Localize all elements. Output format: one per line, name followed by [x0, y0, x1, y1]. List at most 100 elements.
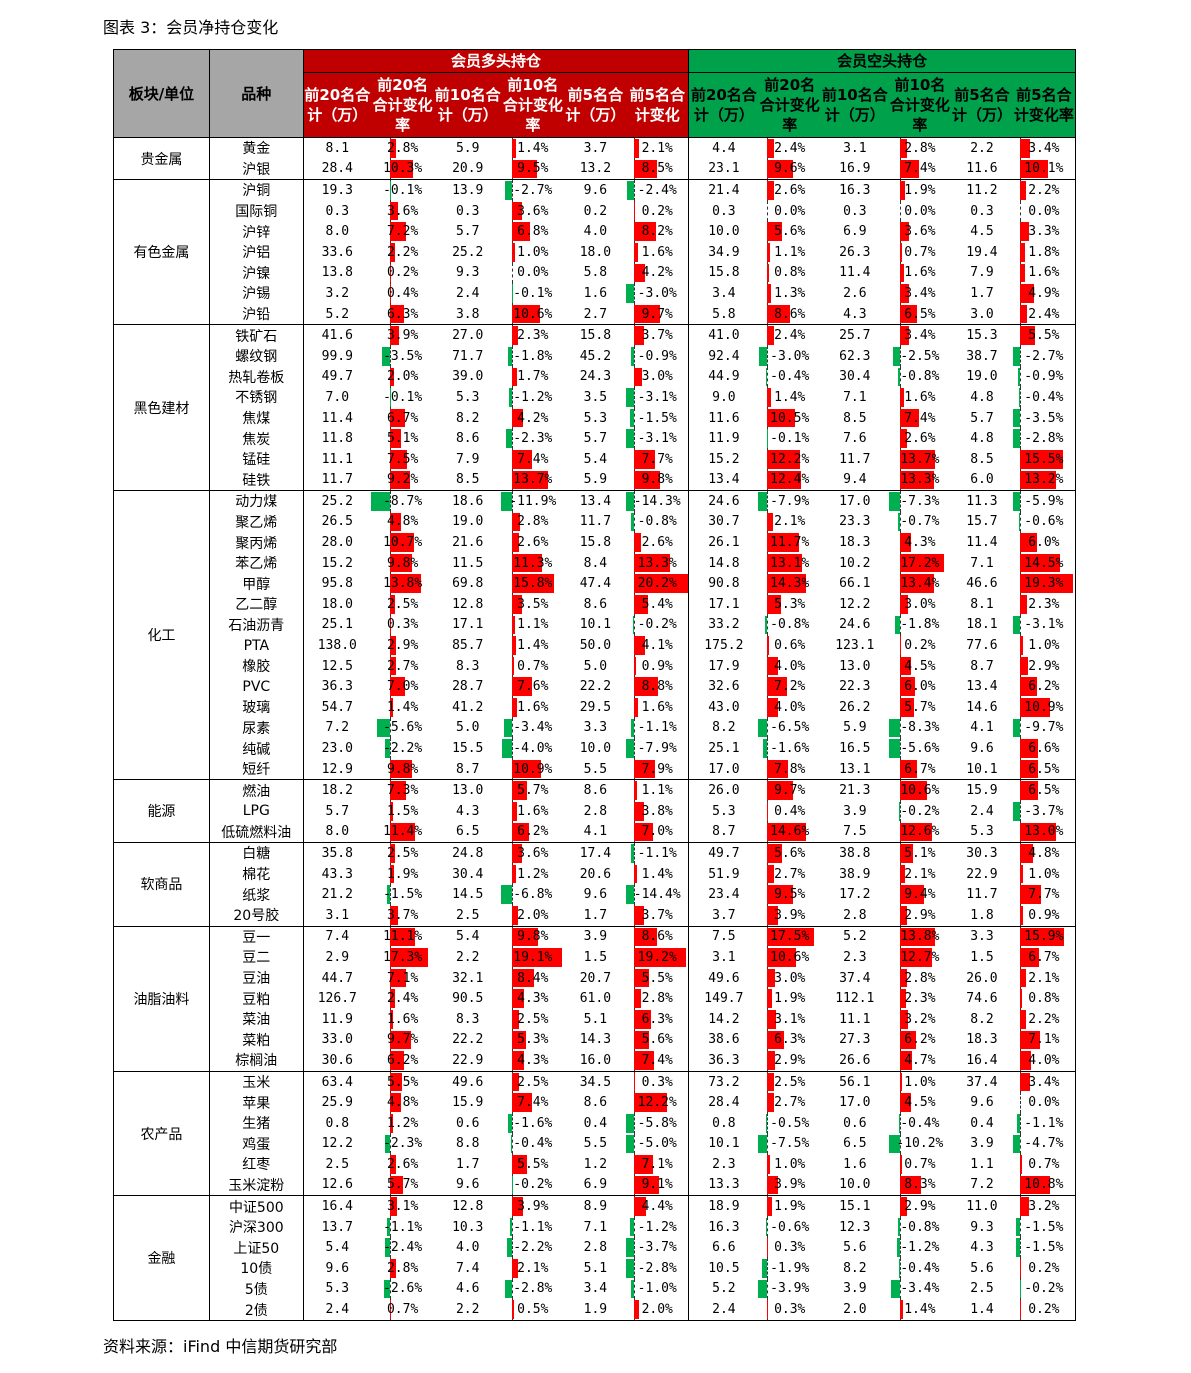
position-value: 46.6: [966, 576, 998, 592]
change-rate-value: 0.2%: [904, 638, 936, 654]
figure-caption: 图表 3：会员净持仓变化: [103, 18, 279, 37]
change-bar: [384, 1134, 390, 1154]
change-bar: [633, 553, 670, 573]
change-rate-cell: 4.0%: [758, 655, 821, 677]
header-short-col-1: 前20名合计变化率: [758, 72, 821, 138]
change-rate-cell: 1.0%: [758, 1154, 821, 1175]
bar-axis: [512, 180, 514, 201]
change-bar: [512, 844, 522, 863]
change-rate-cell: 2.8%: [889, 138, 952, 159]
change-rate-value: -5.6%: [900, 741, 940, 757]
bar-axis: [1020, 1112, 1022, 1134]
position-value: 7.1: [843, 389, 867, 405]
position-value: 8.3: [455, 658, 480, 674]
change-rate-value: 2.4%: [774, 140, 806, 156]
change-rate-value: 2.9%: [904, 1199, 936, 1215]
change-bar: [626, 1113, 634, 1133]
table-row: 尿素 7.2 -5.6% 5.0 -3.4% 3.3 -1.1% 8.2 -6.5% 5.9 -8.…: [114, 717, 1076, 739]
change-bar: [766, 367, 768, 387]
change-bar: [512, 533, 520, 552]
change-bar: [1020, 470, 1057, 490]
change-bar: [1020, 222, 1030, 241]
change-bar: [389, 948, 429, 967]
bar-axis: [512, 262, 514, 284]
change-bar: [1012, 718, 1021, 738]
change-rate-cell: 7.3%: [371, 780, 435, 801]
change-rate-cell: -0.9%: [626, 345, 690, 367]
commodity-name: 棕榈油: [209, 1050, 304, 1072]
change-bar: [762, 1259, 768, 1278]
change-bar: [899, 533, 911, 552]
change-rate-cell: -1.0%: [626, 1278, 690, 1300]
change-rate-cell: 11.1%: [371, 926, 435, 948]
position-value: 36.3: [688, 1050, 759, 1072]
change-bar: [899, 159, 919, 179]
change-bar: [899, 1072, 903, 1092]
table-row: 沪铅 5.2 6.3% 3.8 10.6% 2.7 9.7% 5.8 8.6% 4.3 6.5% 3.…: [114, 303, 1076, 326]
position-value: 16.3: [839, 182, 871, 198]
change-bar: [767, 284, 771, 303]
change-bar: [767, 1155, 770, 1174]
change-rate-value: 13.4%: [900, 576, 940, 592]
position-value: 17.0: [839, 493, 871, 509]
change-bar: [899, 1155, 902, 1174]
position-value: 5.0: [583, 658, 608, 674]
commodity-name: 苹果: [209, 1092, 304, 1113]
change-rate-cell: 1.0%: [1012, 635, 1076, 656]
position-value: 11.2: [966, 182, 998, 198]
sub-header-row: 前20名合计（万） 前20名合计变化率 前10名合计（万） 前10名合计变化率 前5名合…: [114, 72, 1076, 138]
position-value: 85.7: [452, 638, 484, 654]
change-rate-cell: 8.6%: [626, 926, 690, 948]
change-bar: [899, 927, 936, 947]
position-value: 21.2: [321, 887, 353, 903]
position-value: 112.1: [835, 991, 875, 1007]
change-rate-value: -1.1%: [637, 845, 677, 861]
change-bar: [1012, 615, 1021, 635]
change-bar: [1020, 1051, 1032, 1070]
change-rate-value: 7.2%: [774, 679, 806, 695]
bar-axis: [899, 1237, 901, 1259]
header-long-group: 会员多头持仓: [302, 49, 690, 73]
change-rate-value: -10.2%: [896, 1136, 944, 1152]
change-bar: [512, 1197, 523, 1216]
change-rate-cell: 10.8%: [1012, 1174, 1076, 1197]
change-rate-cell: 2.8%: [371, 1258, 435, 1279]
change-rate-value: 3.8%: [641, 803, 673, 819]
change-rate-value: 0.7%: [904, 244, 936, 260]
source-note: 资料来源：iFind 中信期货研究部: [103, 1337, 338, 1356]
change-rate-value: 2.8%: [641, 991, 673, 1007]
bar-axis: [633, 717, 635, 739]
position-value: 7.5: [712, 929, 736, 945]
change-rate-value: 4.0%: [774, 699, 806, 715]
change-rate-value: 4.9%: [1028, 285, 1060, 301]
change-rate-value: -0.8%: [900, 369, 940, 385]
commodity-name: 铁矿石: [209, 324, 304, 346]
change-rate-value: 13.2%: [1024, 472, 1064, 488]
change-rate-cell: -0.8%: [889, 1216, 952, 1238]
position-value: 23.4: [708, 887, 740, 903]
change-rate-value: 3.6%: [517, 845, 549, 861]
change-rate-value: 1.6%: [641, 699, 673, 715]
change-bar: [767, 1197, 773, 1216]
change-bar: [633, 595, 649, 614]
change-rate-cell: 3.7%: [370, 904, 435, 927]
table-row: 沪深300 13.7 -1.1% 10.3 -1.1% 7.1 -1.2% 16.3 -0.6%…: [114, 1216, 1076, 1238]
position-value: 22.2: [579, 679, 612, 695]
position-value: 38.8: [839, 845, 871, 861]
change-bar: [633, 367, 642, 387]
bar-axis: [633, 407, 635, 429]
change-rate-cell: 9.5%: [501, 158, 565, 181]
change-rate-value: 1.5%: [386, 803, 419, 819]
change-rate-cell: 2.2%: [1012, 1008, 1076, 1030]
change-rate-cell: -0.8%: [626, 511, 690, 533]
bar-axis: [512, 1216, 514, 1238]
change-rate-cell: 9.4%: [889, 884, 952, 905]
commodity-name: 硅铁: [209, 469, 304, 492]
change-rate-value: 7.4%: [904, 410, 936, 426]
change-bar: [1018, 512, 1021, 532]
change-rate-value: 10.6%: [770, 949, 810, 965]
change-rate-cell: 7.1%: [371, 967, 435, 989]
change-bar: [759, 346, 768, 366]
change-rate-value: 3.9%: [517, 1199, 549, 1215]
change-rate-value: -3.1%: [637, 431, 677, 447]
